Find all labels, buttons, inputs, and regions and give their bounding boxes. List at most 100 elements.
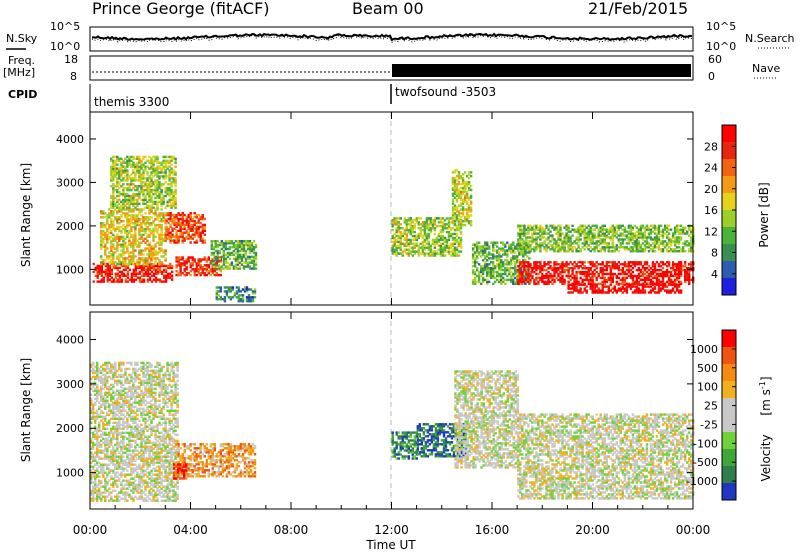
echo-cell bbox=[469, 222, 473, 225]
echo-cell bbox=[116, 204, 119, 207]
echo-cell bbox=[152, 247, 155, 250]
echo-cell bbox=[140, 210, 143, 213]
echo-cell bbox=[597, 244, 600, 247]
echo-cell bbox=[168, 264, 172, 268]
echo-cell bbox=[587, 272, 590, 276]
echo-cell bbox=[393, 219, 396, 222]
echo-cell bbox=[510, 270, 513, 274]
echo-cell bbox=[232, 242, 236, 245]
echo-cell bbox=[679, 263, 683, 266]
echo-cell bbox=[234, 267, 238, 270]
echo-cell bbox=[514, 280, 517, 284]
echo-cell bbox=[112, 237, 115, 240]
echo-cell bbox=[686, 272, 689, 276]
echo-cell bbox=[175, 270, 178, 273]
echo-cell bbox=[94, 463, 97, 466]
echo-cell bbox=[171, 227, 174, 230]
echo-cell bbox=[126, 251, 129, 254]
echo-cell bbox=[90, 409, 93, 412]
echo-cell bbox=[427, 219, 431, 222]
echo-cell bbox=[106, 264, 109, 268]
echo-cell bbox=[106, 222, 109, 225]
echo-cell bbox=[690, 267, 693, 270]
echo-cell bbox=[657, 244, 661, 247]
echo-cell bbox=[508, 245, 511, 248]
echo-cell bbox=[174, 204, 177, 207]
echo-cell bbox=[405, 219, 408, 222]
echo-cell bbox=[457, 194, 461, 197]
echo-cell bbox=[535, 246, 538, 249]
echo-cell bbox=[114, 165, 117, 168]
echo-cell bbox=[518, 253, 521, 256]
echo-cell bbox=[543, 228, 546, 231]
echo-cell bbox=[130, 222, 133, 225]
echo-cell bbox=[451, 194, 455, 197]
echo-cell bbox=[110, 261, 113, 264]
echo-cell bbox=[214, 255, 217, 259]
echo-cell bbox=[165, 237, 168, 240]
echo-cell bbox=[619, 238, 622, 241]
echo-cell bbox=[415, 219, 418, 222]
echo-cell bbox=[92, 475, 95, 478]
echo-cell bbox=[431, 242, 435, 245]
echo-cell bbox=[238, 242, 242, 245]
echo-cell bbox=[134, 194, 137, 198]
echo-cell bbox=[134, 239, 137, 242]
echo-cell bbox=[665, 242, 669, 245]
echo-cell bbox=[549, 267, 552, 270]
echo-cell bbox=[523, 234, 526, 237]
echo-cell bbox=[427, 244, 431, 247]
echo-cell bbox=[684, 268, 687, 272]
echo-cell bbox=[203, 223, 206, 227]
echo-cell bbox=[551, 244, 554, 247]
echo-cell bbox=[174, 157, 177, 160]
echo-cell bbox=[98, 471, 101, 474]
echo-cell bbox=[130, 280, 134, 283]
echo-cell bbox=[465, 208, 469, 211]
echo-cell bbox=[603, 278, 606, 282]
echo-cell bbox=[102, 270, 105, 274]
echo-cell bbox=[599, 268, 602, 272]
echo-cell bbox=[90, 427, 93, 430]
echo-cell bbox=[677, 291, 681, 294]
echo-cell bbox=[112, 169, 115, 172]
echo-cell bbox=[547, 274, 550, 278]
echo-cell bbox=[484, 251, 487, 254]
echo-cell bbox=[98, 475, 101, 478]
echo-cell bbox=[132, 163, 135, 166]
echo-cell bbox=[203, 227, 206, 230]
echo-cell bbox=[166, 161, 169, 164]
echo-cell bbox=[455, 210, 459, 213]
echo-cell bbox=[655, 228, 659, 231]
echo-cell bbox=[195, 264, 198, 267]
echo-cell bbox=[100, 493, 103, 496]
echo-cell bbox=[684, 228, 687, 231]
echo-cell bbox=[593, 291, 596, 294]
echo-cell bbox=[597, 263, 600, 266]
echo-cell bbox=[461, 190, 465, 194]
echo-cell bbox=[212, 259, 215, 262]
echo-cell bbox=[597, 236, 600, 239]
echo-cell bbox=[136, 223, 139, 227]
echo-cell bbox=[631, 250, 635, 253]
echo-cell bbox=[523, 228, 526, 231]
echo-cell bbox=[512, 249, 515, 252]
echo-cell bbox=[134, 278, 138, 281]
echo-cell bbox=[569, 283, 572, 286]
echo-cell bbox=[96, 387, 99, 390]
echo-cell bbox=[587, 228, 590, 231]
echo-cell bbox=[225, 290, 229, 293]
echo-cell bbox=[96, 435, 99, 438]
echo-cell bbox=[98, 465, 101, 468]
echo-cell bbox=[653, 240, 657, 243]
echo-cell bbox=[154, 272, 158, 275]
echo-cell bbox=[609, 268, 612, 272]
echo-cell bbox=[589, 283, 592, 286]
echo-cell bbox=[508, 243, 511, 246]
echo-cell bbox=[455, 169, 459, 172]
echo-cell bbox=[395, 234, 398, 238]
echo-cell bbox=[679, 267, 683, 270]
echo-cell bbox=[124, 257, 127, 260]
echo-cell bbox=[541, 236, 544, 239]
echo-cell bbox=[541, 280, 544, 284]
